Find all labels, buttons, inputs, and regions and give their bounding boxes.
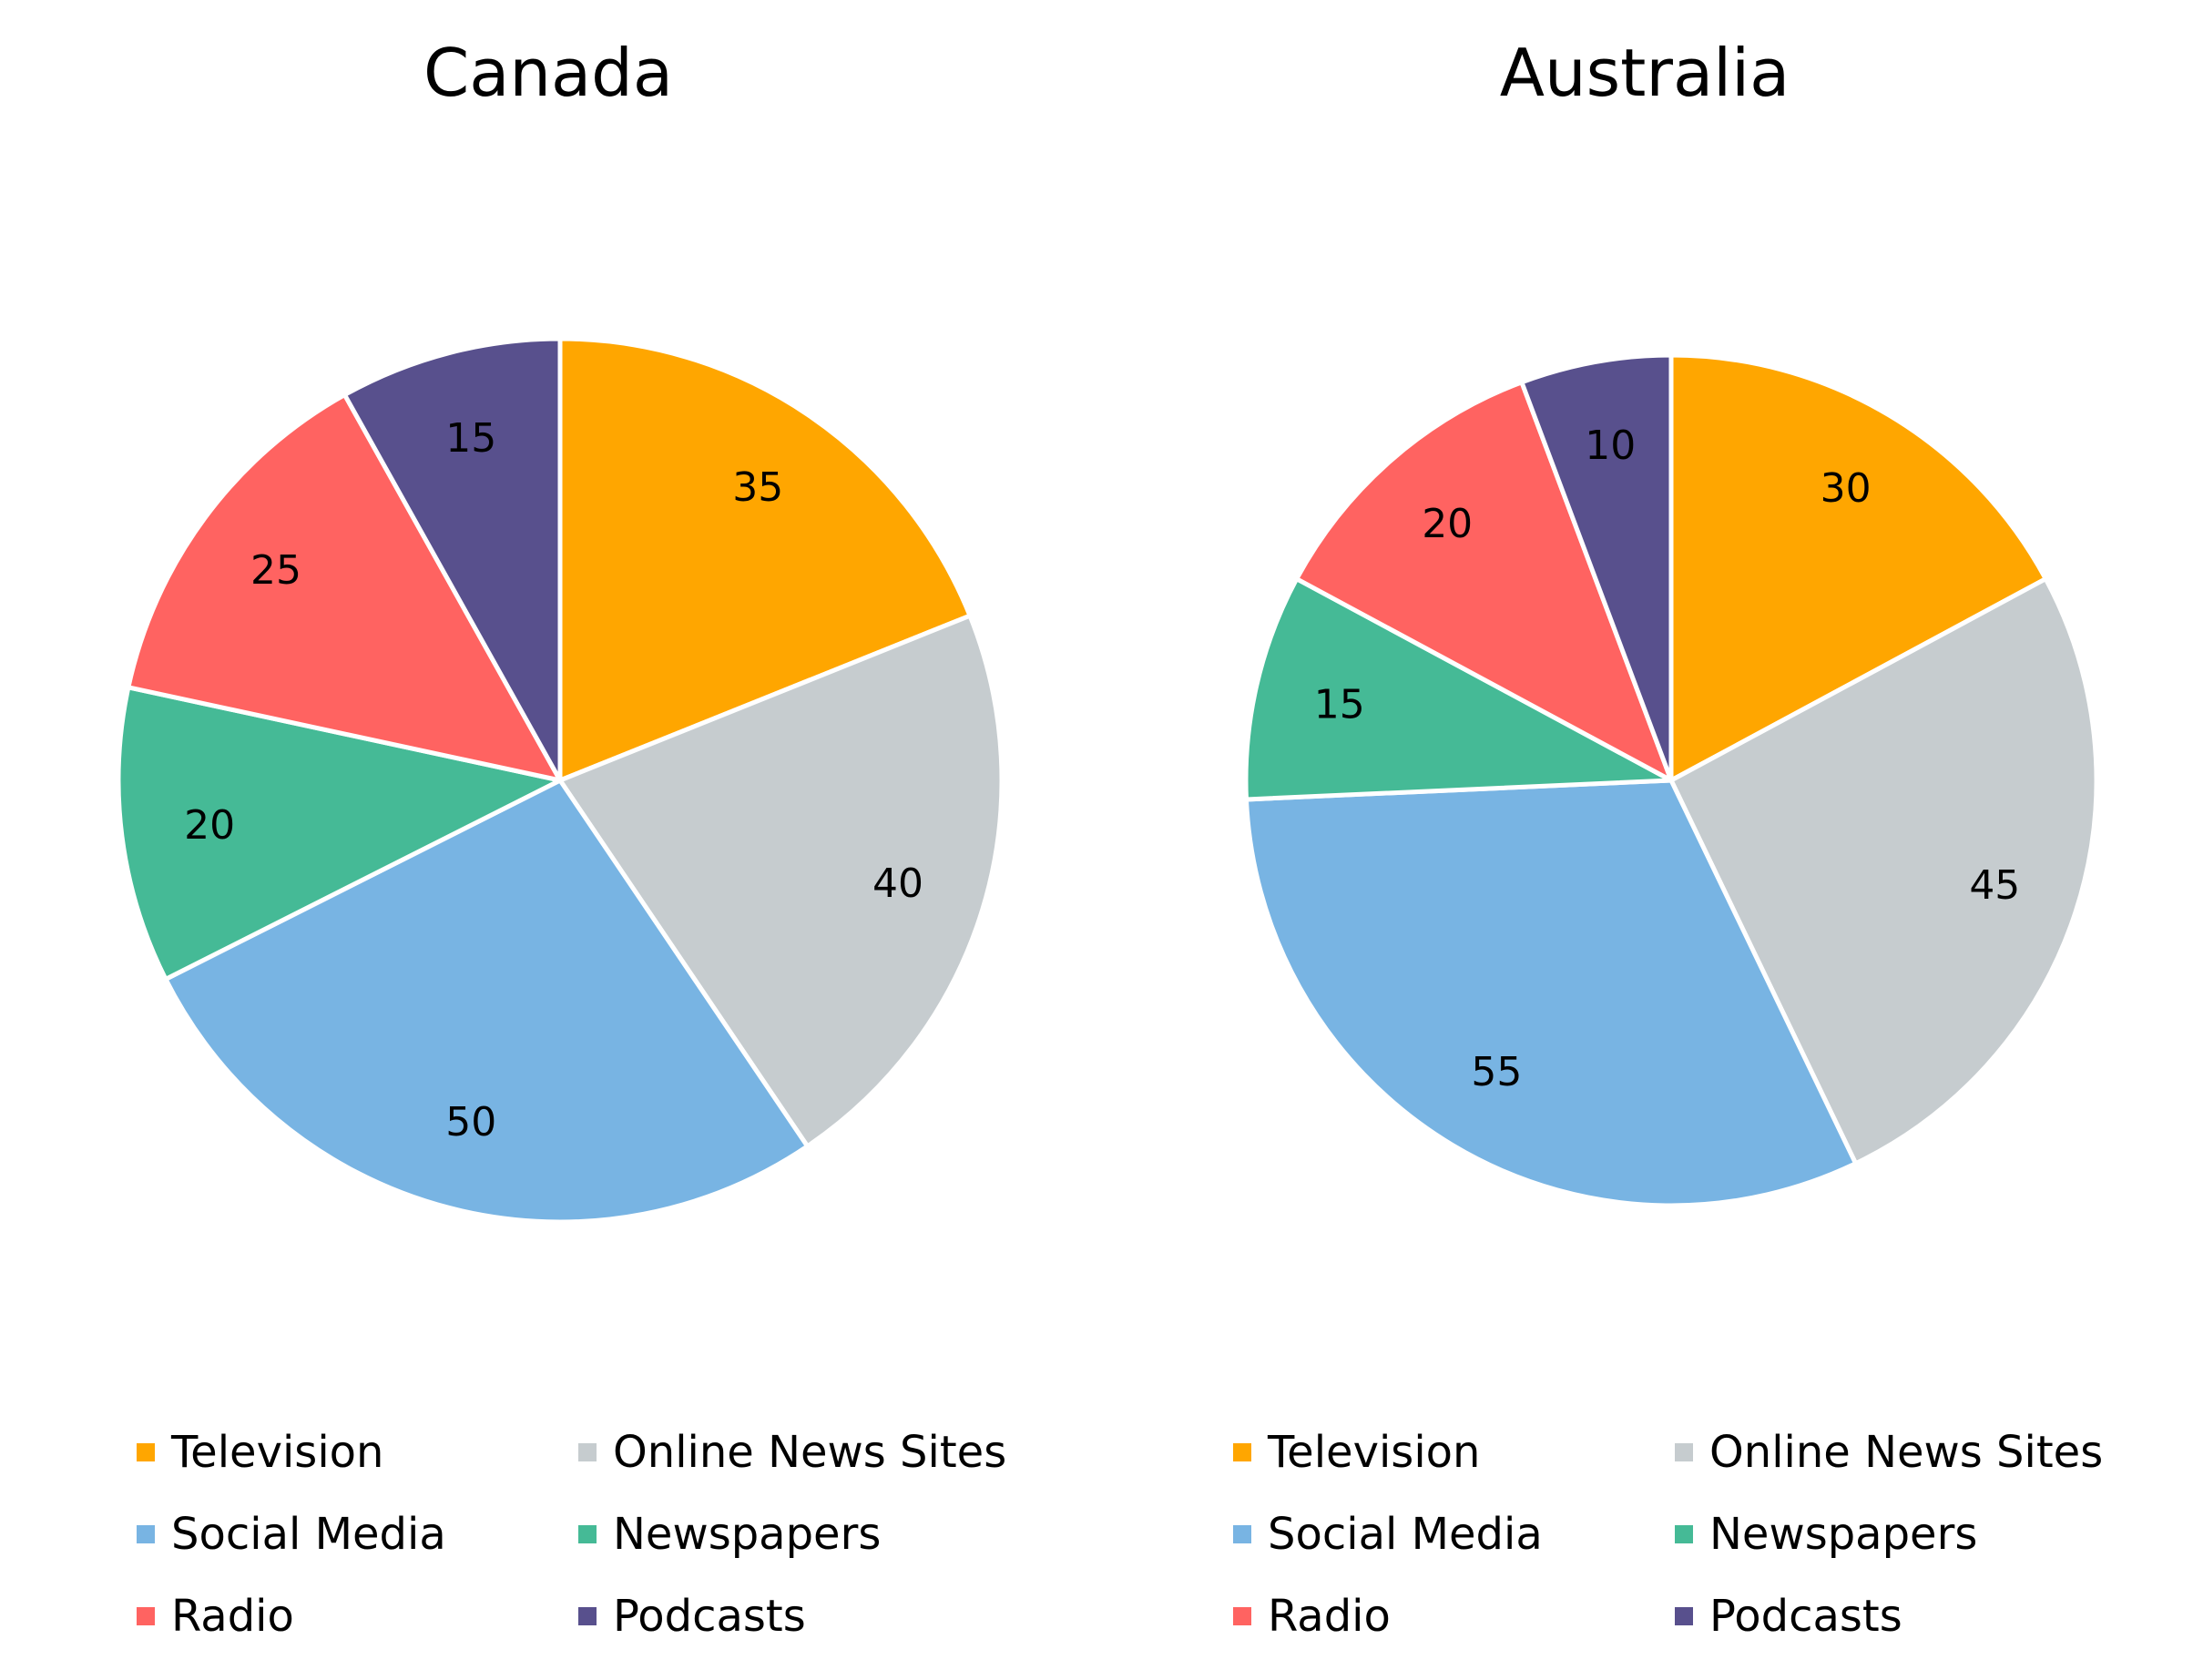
data-label-radio: 20 bbox=[1422, 501, 1473, 547]
legend-swatch bbox=[137, 1525, 155, 1543]
data-label-newspapers: 20 bbox=[184, 802, 235, 849]
legend-swatch bbox=[137, 1607, 155, 1625]
chart-title: Australia bbox=[1499, 35, 1790, 111]
pie-slice-television bbox=[1668, 352, 2048, 783]
pie-slice-podcasts bbox=[342, 336, 563, 783]
legend-item-podcasts: Podcasts bbox=[1675, 1589, 1902, 1644]
pie-slice-television bbox=[557, 336, 973, 783]
legend-swatch bbox=[1675, 1525, 1693, 1543]
legend-swatch bbox=[1675, 1607, 1693, 1625]
data-label-television: 30 bbox=[1821, 465, 1872, 512]
data-label-television: 35 bbox=[732, 464, 783, 511]
legend-item-online-news-sites: Online News Sites bbox=[1675, 1425, 2103, 1480]
pie-slice-social-media bbox=[1243, 778, 1859, 1208]
legend-item-social-media: Social Media bbox=[137, 1507, 446, 1562]
legend-label: Online News Sites bbox=[1709, 1427, 2104, 1478]
pie-chart: 30 45 55 15 20 10 bbox=[1243, 352, 2099, 1208]
pie-slice-online-news-sites bbox=[1668, 576, 2099, 1166]
data-label-newspapers: 15 bbox=[1314, 681, 1365, 728]
pie-slice-radio bbox=[1294, 380, 1674, 783]
data-label-podcasts: 10 bbox=[1585, 423, 1636, 469]
legend-label: Newspapers bbox=[613, 1509, 882, 1560]
legend-swatch bbox=[137, 1443, 155, 1461]
legend-item-television: Television bbox=[137, 1425, 383, 1480]
pie-slice-online-news-sites bbox=[557, 613, 1005, 1149]
pie-chart: 35 40 50 20 25 15 bbox=[116, 336, 1005, 1225]
data-label-radio: 25 bbox=[250, 547, 301, 594]
pie-slice-radio bbox=[126, 392, 563, 783]
legend-item-television: Television bbox=[1233, 1425, 1480, 1480]
legend-label: Online News Sites bbox=[613, 1427, 1007, 1478]
data-label-social-media: 55 bbox=[1471, 1049, 1522, 1095]
legend-label: Newspapers bbox=[1709, 1509, 1978, 1560]
chart-title: Canada bbox=[423, 35, 673, 111]
legend-swatch bbox=[1233, 1525, 1251, 1543]
legend-label: Social Media bbox=[1268, 1509, 1543, 1560]
pie-slice-newspapers bbox=[1243, 576, 1674, 802]
chart-panel-canada: Canada 35 40 50 20 25 15 Television Online New… bbox=[0, 0, 1096, 1680]
pie-slice-newspapers bbox=[116, 685, 563, 982]
legend-label: Television bbox=[171, 1427, 384, 1478]
legend-item-social-media: Social Media bbox=[1233, 1507, 1543, 1562]
legend-item-newspapers: Newspapers bbox=[578, 1507, 881, 1562]
data-label-online-news-sites: 40 bbox=[872, 860, 923, 907]
legend-label: Social Media bbox=[171, 1509, 446, 1560]
data-label-social-media: 50 bbox=[445, 1099, 496, 1145]
chart-panel-australia: Australia 30 45 55 15 20 10 Television Online … bbox=[1096, 0, 2193, 1680]
legend-swatch bbox=[578, 1525, 597, 1543]
legend-label: Podcasts bbox=[1709, 1591, 1902, 1642]
data-label-podcasts: 15 bbox=[445, 415, 496, 462]
legend-item-radio: Radio bbox=[137, 1589, 294, 1644]
data-label-online-news-sites: 45 bbox=[1969, 862, 2020, 909]
legend-label: Radio bbox=[1268, 1591, 1391, 1642]
pie-slice-podcasts bbox=[1519, 352, 1674, 783]
legend-label: Radio bbox=[171, 1591, 294, 1642]
legend-swatch bbox=[578, 1443, 597, 1461]
legend-label: Podcasts bbox=[613, 1591, 806, 1642]
legend-swatch bbox=[1233, 1607, 1251, 1625]
legend-item-radio: Radio bbox=[1233, 1589, 1391, 1644]
legend-label: Television bbox=[1268, 1427, 1481, 1478]
legend-item-podcasts: Podcasts bbox=[578, 1589, 806, 1644]
pie-slice-social-media bbox=[163, 778, 811, 1225]
legend-swatch bbox=[1233, 1443, 1251, 1461]
legend-item-newspapers: Newspapers bbox=[1675, 1507, 1977, 1562]
legend-item-online-news-sites: Online News Sites bbox=[578, 1425, 1006, 1480]
legend-swatch bbox=[578, 1607, 597, 1625]
legend-swatch bbox=[1675, 1443, 1693, 1461]
